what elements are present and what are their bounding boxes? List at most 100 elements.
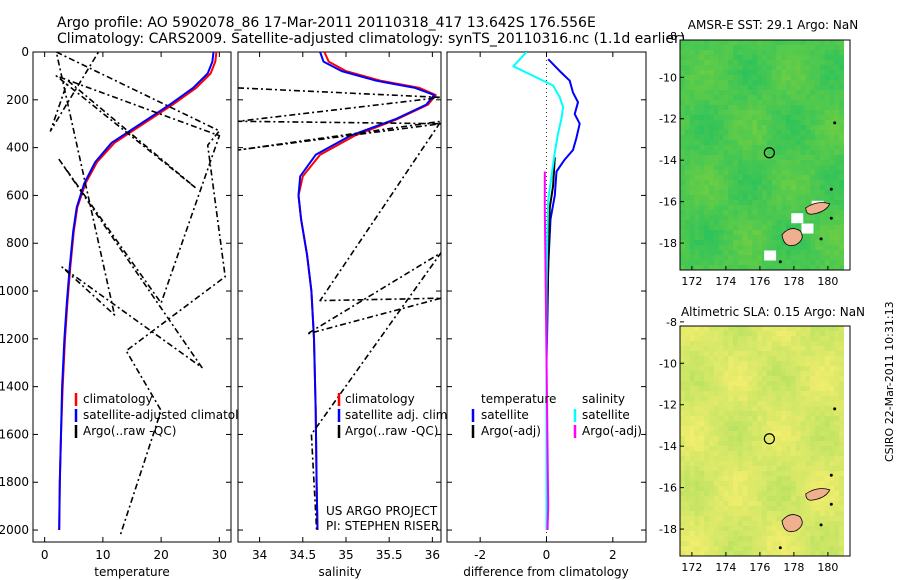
map-cell bbox=[684, 145, 691, 151]
map-cell bbox=[742, 361, 749, 367]
map-cell bbox=[737, 516, 744, 522]
map-cell bbox=[834, 205, 840, 211]
map-cell bbox=[689, 341, 696, 347]
map-cell bbox=[795, 551, 802, 556]
map-cell bbox=[718, 85, 725, 91]
map-cell bbox=[819, 110, 826, 116]
map-cell bbox=[728, 115, 734, 121]
map-cell bbox=[704, 50, 710, 56]
credit-pi: PI: STEPHEN RISER bbox=[326, 519, 439, 533]
lon-tick-label: 174 bbox=[715, 561, 736, 574]
map-cell bbox=[680, 341, 686, 347]
map-cell bbox=[829, 165, 835, 171]
map-cell bbox=[795, 356, 802, 362]
map-cell bbox=[776, 250, 782, 256]
map-cell bbox=[829, 45, 835, 51]
map-cell bbox=[694, 155, 700, 161]
map-cell bbox=[728, 65, 734, 71]
map-cell bbox=[708, 170, 715, 176]
map-cell bbox=[839, 260, 845, 266]
map-cell bbox=[718, 95, 725, 101]
map-cell bbox=[795, 70, 802, 76]
map-cell bbox=[684, 366, 691, 372]
map-cell bbox=[718, 391, 725, 397]
lat-tick-label: -16 bbox=[659, 482, 677, 495]
map-cell bbox=[733, 356, 739, 362]
map-cell bbox=[718, 411, 725, 417]
map-cell bbox=[728, 546, 734, 552]
map-cell bbox=[689, 386, 696, 392]
map-cell bbox=[704, 160, 710, 166]
map-cell bbox=[776, 476, 782, 482]
map-cell bbox=[704, 185, 710, 191]
map-cell bbox=[786, 451, 792, 457]
map-cell bbox=[786, 45, 792, 51]
map-cell bbox=[757, 145, 763, 151]
map-cell bbox=[829, 396, 835, 402]
map-cell bbox=[766, 346, 773, 352]
map-cell bbox=[737, 150, 744, 156]
map-cell bbox=[766, 426, 773, 432]
map-cell bbox=[737, 220, 744, 226]
map-cell bbox=[800, 100, 807, 106]
map-cell bbox=[800, 80, 807, 86]
map-cell bbox=[694, 120, 700, 126]
map-cell bbox=[713, 426, 720, 432]
map-cell bbox=[694, 130, 700, 136]
map-cell bbox=[829, 546, 835, 552]
map-cell bbox=[704, 150, 710, 156]
map-cell bbox=[805, 65, 811, 71]
map-cell bbox=[752, 95, 758, 101]
map-cell bbox=[829, 461, 835, 467]
map-cell bbox=[762, 260, 768, 266]
map-cell bbox=[689, 541, 696, 547]
map-cell bbox=[689, 55, 696, 61]
map-cell bbox=[805, 50, 811, 56]
map-cell bbox=[747, 491, 753, 497]
map-cell bbox=[766, 376, 773, 382]
map-cell bbox=[805, 411, 811, 417]
map-cell bbox=[713, 381, 720, 387]
map-cell bbox=[786, 426, 792, 432]
map-cell bbox=[708, 125, 715, 131]
map-cell bbox=[771, 55, 778, 61]
map-cell bbox=[680, 376, 686, 382]
map-cell bbox=[790, 105, 797, 111]
map-cell bbox=[815, 145, 821, 151]
map-cell bbox=[680, 260, 686, 266]
map-cell bbox=[790, 546, 797, 552]
map-cell bbox=[776, 230, 782, 236]
map-cell bbox=[805, 175, 811, 181]
map-cell bbox=[829, 250, 835, 256]
map-cell bbox=[776, 105, 782, 111]
map-cell bbox=[742, 396, 749, 402]
map-cell bbox=[728, 346, 734, 352]
map-cell bbox=[790, 150, 797, 156]
map-cell bbox=[699, 250, 705, 256]
map-cell bbox=[815, 346, 821, 352]
map-cell bbox=[834, 366, 840, 372]
map-cell bbox=[694, 110, 700, 116]
map-cell bbox=[781, 45, 787, 51]
map-cell bbox=[839, 90, 845, 96]
map-cell bbox=[839, 366, 845, 372]
map-cell bbox=[786, 361, 792, 367]
map-cell bbox=[718, 250, 725, 256]
map-cell bbox=[737, 436, 744, 442]
map-cell bbox=[757, 140, 763, 146]
map-cell bbox=[742, 491, 749, 497]
map-cell bbox=[680, 421, 686, 427]
map-cell bbox=[762, 140, 768, 146]
map-cell bbox=[771, 65, 778, 71]
map-cell bbox=[757, 225, 763, 231]
map-cell bbox=[824, 421, 831, 427]
map-cell bbox=[790, 326, 797, 332]
map-cell bbox=[718, 466, 725, 472]
map-cell bbox=[708, 426, 715, 432]
map-cell bbox=[684, 210, 691, 216]
series-argo-raw bbox=[49, 52, 226, 536]
map-cell bbox=[805, 501, 811, 507]
map-cell bbox=[776, 471, 782, 477]
map-cell bbox=[728, 175, 734, 181]
map-cell bbox=[800, 346, 807, 352]
